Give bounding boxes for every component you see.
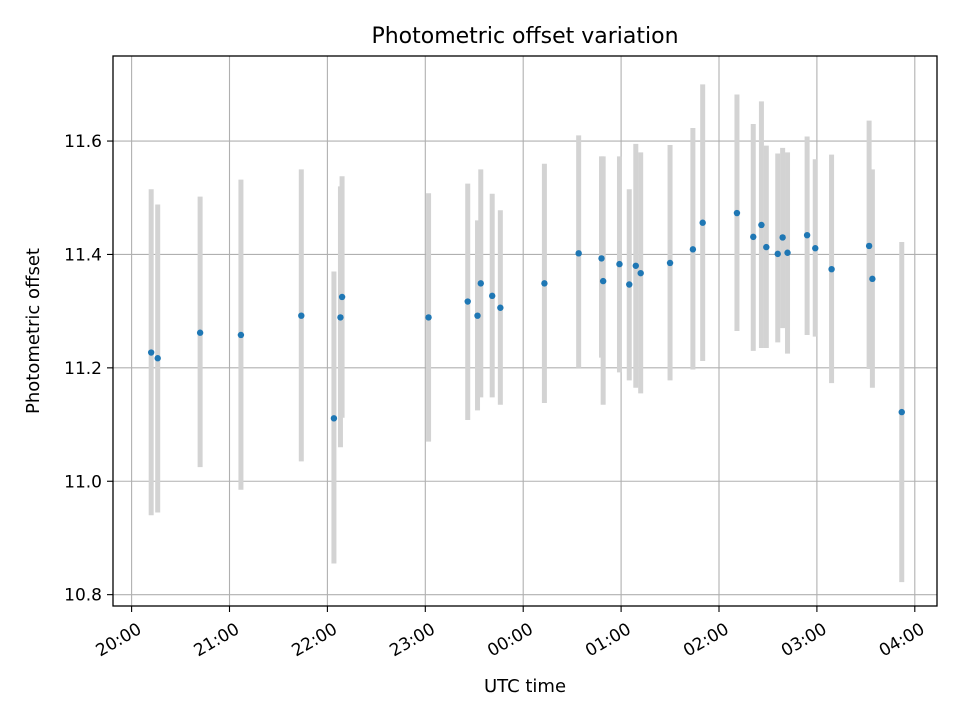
data-point [599,277,607,285]
data-point [477,280,484,287]
y-tick-label: 11.2 [64,359,102,379]
y-tick-label: 10.8 [64,586,102,606]
data-point [616,260,623,268]
data-point [779,234,786,241]
grid [113,56,937,606]
data-point [632,262,639,269]
data-point [338,293,346,301]
data-point [869,275,876,283]
data-point [497,304,504,311]
data-point [689,246,697,253]
data-point [803,231,811,239]
data-point [812,245,819,252]
data-point [337,314,344,321]
data-points [147,209,905,422]
data-point [637,269,644,277]
data-point [763,243,770,251]
data-point [575,250,582,257]
data-point [464,298,471,305]
data-point [758,221,765,229]
data-point [425,314,432,321]
data-point [865,242,873,250]
data-point [474,312,481,319]
data-point [541,280,548,287]
data-point [147,349,155,356]
data-point [298,312,305,319]
data-point [666,259,674,267]
data-point [699,219,706,226]
data-point [750,233,757,241]
data-point [774,250,781,258]
y-tick-label: 11.4 [64,245,102,265]
data-point [330,415,338,422]
data-point [237,331,245,339]
x-axis-label: UTC time [484,676,566,697]
y-axis-ticks: 10.8 11.0 11.2 11.4 11.6 [64,132,113,606]
data-point [898,408,905,416]
y-tick-label: 11.6 [64,132,102,152]
data-point [626,281,633,288]
data-point [784,249,791,256]
data-point [196,329,204,336]
plot-frame [112,55,938,607]
chart-title: Photometric offset variation [371,24,678,49]
data-point [154,355,161,362]
y-tick-label: 11.0 [64,472,102,492]
data-point [733,209,741,217]
data-point [828,265,835,273]
data-point [488,292,496,300]
data-point [598,255,605,262]
y-axis-label: Photometric offset [23,248,44,414]
